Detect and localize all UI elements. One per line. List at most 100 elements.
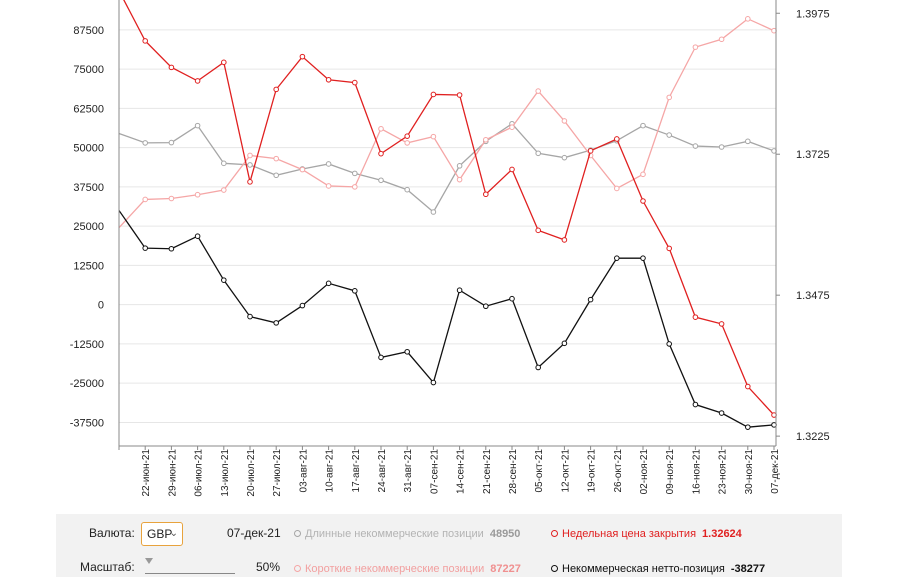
series-point (430, 379, 437, 386)
x-tick-label: 28-сен-21 (508, 449, 519, 494)
series-point (745, 424, 751, 430)
series-point (483, 136, 489, 143)
series-point (299, 53, 306, 60)
y-left-tick-label: 87500 (73, 25, 104, 37)
x-tick-label: 21-сен-21 (482, 449, 493, 494)
series-point (718, 144, 725, 150)
legend-price-label: Недельная цена закрытия (562, 528, 697, 540)
legend-short: Короткие некоммерческие позиции 87227 (294, 563, 521, 575)
series-point (640, 198, 646, 204)
series-point (614, 185, 620, 192)
currency-select[interactable]: GBP ⌄ (141, 522, 183, 546)
x-tick-label: 13-июл-21 (220, 449, 231, 497)
series-point (718, 321, 725, 327)
series-point (561, 154, 568, 161)
scale-slider-handle[interactable] (145, 558, 153, 564)
legend-long-value: 48950 (489, 528, 521, 540)
series-point (456, 287, 463, 294)
y-right-tick-label: 1.3975 (796, 8, 830, 20)
series-point (509, 166, 515, 173)
currency-value: GBP (147, 527, 173, 541)
series-point (535, 364, 542, 371)
series-point (142, 140, 148, 146)
series-point (325, 183, 332, 189)
series-point (718, 36, 725, 43)
series-point (640, 171, 646, 178)
y-right-tick-label: 1.3475 (796, 290, 830, 302)
x-tick-label: 09-ноя-21 (665, 449, 676, 495)
legend-short-marker (294, 565, 301, 572)
series-point (194, 122, 201, 129)
series-point (168, 195, 175, 202)
series-point (535, 88, 542, 94)
series-point (273, 320, 280, 326)
scale-value: 50% (256, 560, 281, 574)
series-point (247, 152, 253, 159)
selected-date: 07-дек-21 (227, 526, 281, 540)
series-point (247, 313, 253, 320)
x-tick-label: 22-июн-21 (141, 449, 152, 497)
series-point (299, 302, 306, 309)
y-left-tick-label: 62500 (73, 103, 104, 115)
series-point (168, 245, 175, 252)
series-point (378, 125, 384, 132)
legend-short-value: 87227 (490, 563, 521, 575)
series-point (535, 150, 542, 157)
series-point (325, 76, 332, 83)
x-tick-label: 05-окт-21 (534, 449, 545, 493)
series-point (404, 133, 411, 139)
series-point (666, 94, 673, 101)
currency-label: Валюта: (89, 526, 135, 540)
plot-area (119, 0, 776, 446)
series-point (456, 176, 463, 183)
x-tick-label: 07-сен-21 (429, 449, 440, 494)
series-point (561, 237, 568, 243)
y-left-tick-label: 50000 (73, 143, 104, 155)
series-point (587, 296, 594, 303)
series-point (456, 92, 463, 98)
scale-label: Масштаб: (80, 560, 135, 574)
y-left-tick-label: -37500 (70, 417, 104, 429)
right-axis-ticks: 1.3975 1.3725 1.3475 1.3225 (776, 8, 830, 443)
series-point (378, 354, 384, 361)
legend-net-value: -38277 (730, 563, 766, 575)
x-tick-label: 30-ноя-21 (744, 449, 755, 495)
series-point (352, 184, 358, 190)
x-tick-label: 07-дек-21 (770, 449, 781, 494)
x-axis-ticks: 22-июн-21 29-июн-21 06-июл-21 13-июл-21 20-и… (118, 446, 781, 497)
legend-price: Недельная цена закрытия 1.32624 (551, 528, 742, 540)
series-line (118, 210, 775, 428)
x-tick-label: 20-июл-21 (246, 449, 257, 497)
series-point (456, 163, 463, 169)
series-point (273, 172, 280, 179)
left-axis-ticks: 87500 75000 62500 50000 37500 25000 12500 0 -125… (70, 25, 104, 430)
series-point (352, 79, 358, 86)
x-tick-label: 10-авг-21 (325, 449, 336, 493)
series-point (483, 191, 489, 198)
series-point (352, 170, 358, 177)
cot-chart: 87500 75000 62500 50000 37500 25000 12500 0 -125… (70, 0, 830, 497)
series-point (614, 255, 620, 261)
series-point (404, 140, 411, 146)
x-tick-label: 16-ноя-21 (691, 449, 702, 495)
series-point (194, 233, 201, 239)
y-left-tick-label: 37500 (73, 182, 104, 194)
series-point (247, 179, 253, 185)
series-point (666, 341, 673, 347)
legend-long: Длинные некоммерческие позиции 48950 (294, 528, 520, 540)
series-point (692, 143, 699, 149)
series-point (430, 209, 437, 215)
series-point (430, 133, 437, 140)
x-tick-label: 26-окт-21 (613, 449, 624, 493)
x-tick-label: 03-авг-21 (298, 449, 309, 493)
series-lines (118, 0, 777, 430)
series-point (535, 227, 542, 234)
series-point (299, 166, 306, 173)
series-point (640, 122, 646, 129)
series-point (404, 348, 411, 355)
series-point (273, 155, 280, 162)
x-tick-label: 24-авг-21 (377, 449, 388, 493)
series-point (221, 59, 227, 66)
series-point (325, 161, 332, 167)
scale-slider[interactable] (145, 567, 235, 574)
